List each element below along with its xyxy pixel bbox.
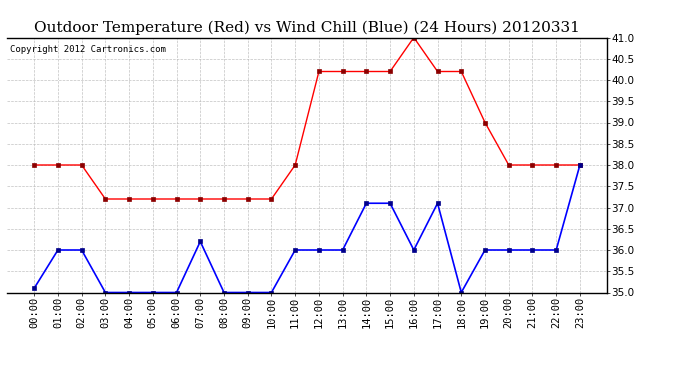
Title: Outdoor Temperature (Red) vs Wind Chill (Blue) (24 Hours) 20120331: Outdoor Temperature (Red) vs Wind Chill … bbox=[34, 21, 580, 35]
Text: Copyright 2012 Cartronics.com: Copyright 2012 Cartronics.com bbox=[10, 45, 166, 54]
